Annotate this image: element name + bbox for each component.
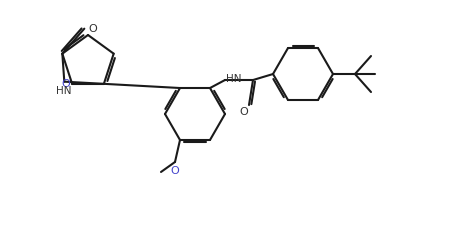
Text: O: O [239,107,249,117]
Text: HN: HN [226,73,241,84]
Text: O: O [62,79,70,89]
Text: O: O [88,24,97,34]
Text: O: O [170,166,179,176]
Text: HN: HN [55,86,71,96]
